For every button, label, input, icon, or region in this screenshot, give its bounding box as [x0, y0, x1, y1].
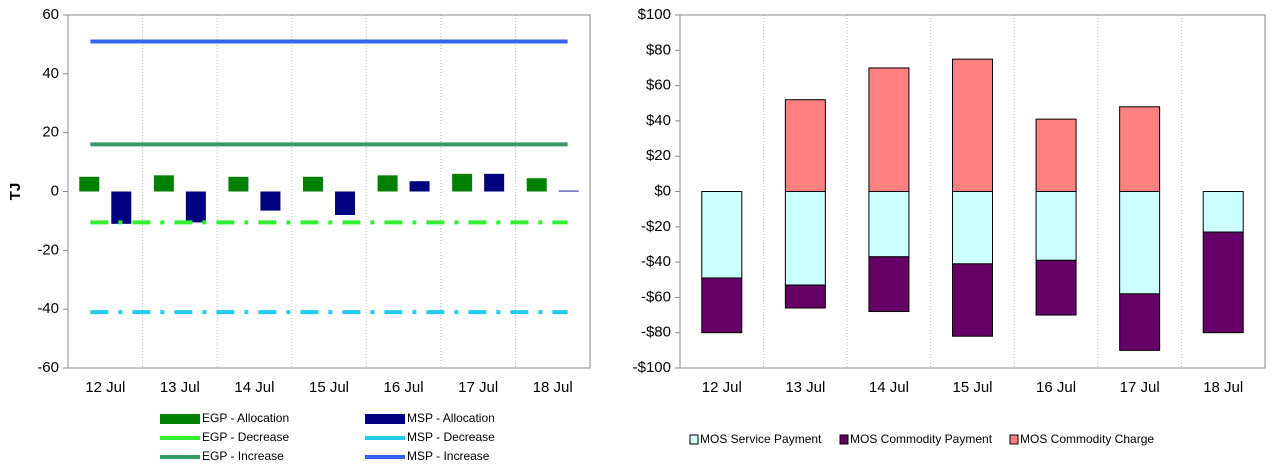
bar-segment [1035, 191, 1077, 261]
y-tick-label: -$20 [641, 218, 671, 235]
plot-border [67, 14, 591, 369]
y-tick-label: $0 [654, 182, 671, 199]
legend-label: EGP - Decrease [202, 430, 289, 444]
bar [111, 191, 132, 224]
bar [526, 178, 547, 192]
legend-swatch [689, 434, 699, 445]
x-tick-label: 16 Jul [384, 379, 424, 396]
bar [377, 175, 398, 192]
y-tick-label: -$100 [633, 359, 671, 376]
bar-segment [952, 263, 993, 337]
x-tick-label: 18 Jul [1203, 379, 1243, 396]
x-tick-label: 15 Jul [309, 379, 349, 396]
y-tick-label: -40 [37, 300, 59, 317]
y-tick-label: 20 [42, 124, 59, 141]
bar [558, 190, 579, 192]
legend-label: MSP - Decrease [407, 430, 495, 444]
bar [153, 175, 174, 192]
y-tick-label: $100 [638, 6, 671, 23]
y-tick-label: $80 [646, 41, 671, 58]
bar [79, 176, 100, 192]
x-tick-label: 13 Jul [785, 379, 825, 396]
y-tick-label: -$80 [641, 324, 671, 341]
legend-label: MOS Service Payment [700, 432, 822, 446]
bar-segment [701, 191, 743, 279]
legend-label: MSP - Allocation [407, 411, 495, 425]
x-tick-label: 16 Jul [1036, 379, 1076, 396]
bar-segment [1119, 293, 1161, 351]
y-tick-label: -$60 [641, 288, 671, 305]
x-tick-label: 15 Jul [952, 379, 992, 396]
y-tick-label: 40 [42, 65, 59, 82]
legend-swatch [160, 414, 200, 424]
y-tick-label: -60 [37, 359, 59, 376]
legend-swatch [1009, 434, 1019, 445]
bar [228, 176, 249, 192]
bar-segment [701, 277, 743, 334]
legend-label: MSP - Increase [407, 449, 490, 463]
bar [452, 173, 473, 192]
bar [260, 191, 281, 211]
bar [484, 173, 505, 192]
x-tick-label: 14 Jul [869, 379, 909, 396]
bar-segment [868, 191, 910, 258]
bar-segment [868, 256, 910, 313]
x-tick-label: 18 Jul [533, 379, 573, 396]
bar-segment [952, 191, 993, 265]
bar [409, 181, 430, 192]
y-tick-label: $20 [646, 147, 671, 164]
legend-label: EGP - Increase [202, 449, 284, 463]
bar [185, 191, 206, 223]
x-tick-label: 14 Jul [234, 379, 274, 396]
bar-segment [784, 99, 826, 192]
bar-segment [1202, 231, 1244, 334]
x-tick-label: 12 Jul [702, 379, 742, 396]
legend-label: MOS Commodity Payment [850, 432, 993, 446]
bar-segment [1119, 106, 1161, 192]
bar-segment [1202, 191, 1244, 233]
y-axis-label: TJ [7, 183, 24, 201]
legend-label: MOS Commodity Charge [1020, 432, 1154, 446]
bar [303, 176, 323, 192]
bar [335, 191, 355, 216]
y-tick-label: 60 [42, 6, 59, 23]
bar-segment [1035, 259, 1077, 316]
y-tick-label: $60 [646, 77, 671, 94]
x-tick-label: 17 Jul [1120, 379, 1160, 396]
bar-segment [1035, 118, 1077, 192]
y-tick-label: 0 [51, 182, 59, 199]
legend-label: EGP - Allocation [202, 411, 289, 425]
x-tick-label: 17 Jul [458, 379, 498, 396]
legend-swatch [365, 414, 405, 424]
bar-segment [952, 58, 993, 192]
bar-segment [784, 191, 826, 286]
bar-segment [1119, 191, 1161, 295]
y-tick-label: -20 [37, 241, 59, 258]
x-tick-label: 13 Jul [160, 379, 200, 396]
bar-segment [868, 67, 910, 192]
legend-swatch [839, 434, 849, 445]
y-tick-label: -$40 [641, 253, 671, 270]
y-tick-label: $40 [646, 112, 671, 129]
bar-segment [784, 284, 826, 309]
x-tick-label: 12 Jul [85, 379, 125, 396]
